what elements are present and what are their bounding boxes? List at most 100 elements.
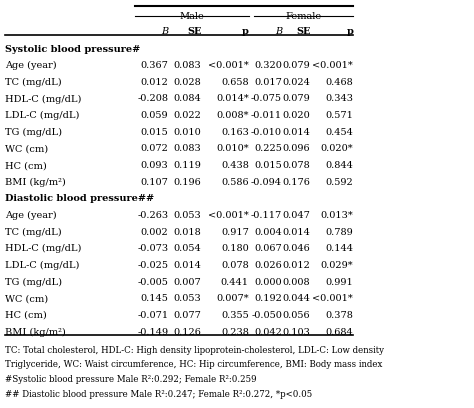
- Text: 0.378: 0.378: [325, 311, 353, 320]
- Text: 0.015: 0.015: [254, 161, 282, 170]
- Text: #Systolic blood pressure Male R²:0.292; Female R²:0.259: #Systolic blood pressure Male R²:0.292; …: [5, 375, 256, 384]
- Text: Age (year): Age (year): [5, 61, 56, 70]
- Text: 0.028: 0.028: [173, 78, 201, 87]
- Text: -0.010: -0.010: [251, 128, 282, 137]
- Text: 0.018: 0.018: [173, 228, 201, 237]
- Text: TG (mg/dL): TG (mg/dL): [5, 277, 62, 287]
- Text: B: B: [275, 27, 282, 36]
- Text: 0.192: 0.192: [254, 294, 282, 303]
- Text: 0.441: 0.441: [221, 277, 249, 286]
- Text: Female: Female: [285, 12, 321, 21]
- Text: HC (cm): HC (cm): [5, 161, 46, 170]
- Text: 0.586: 0.586: [221, 178, 249, 187]
- Text: 0.047: 0.047: [283, 211, 310, 220]
- Text: -0.149: -0.149: [137, 328, 168, 337]
- Text: TC (mg/dL): TC (mg/dL): [5, 228, 61, 237]
- Text: BMI (kg/m²): BMI (kg/m²): [5, 178, 65, 187]
- Text: 0.789: 0.789: [325, 228, 353, 237]
- Text: 0.042: 0.042: [254, 328, 282, 337]
- Text: 0.107: 0.107: [140, 178, 168, 187]
- Text: 0.004: 0.004: [254, 228, 282, 237]
- Text: <0.001*: <0.001*: [208, 61, 249, 70]
- Text: 0.020*: 0.020*: [320, 144, 353, 153]
- Text: HDL-C (mg/dL): HDL-C (mg/dL): [5, 244, 81, 253]
- Text: 0.096: 0.096: [283, 144, 310, 153]
- Text: -0.071: -0.071: [137, 311, 168, 320]
- Text: LDL-C (mg/dL): LDL-C (mg/dL): [5, 261, 79, 270]
- Text: 0.014: 0.014: [283, 128, 310, 137]
- Text: -0.025: -0.025: [137, 261, 168, 270]
- Text: 0.024: 0.024: [283, 78, 310, 87]
- Text: p: p: [242, 27, 249, 36]
- Text: <0.001*: <0.001*: [312, 61, 353, 70]
- Text: 0.176: 0.176: [283, 178, 310, 187]
- Text: 0.017: 0.017: [254, 78, 282, 87]
- Text: 0.008: 0.008: [283, 277, 310, 286]
- Text: SE: SE: [187, 27, 201, 36]
- Text: 0.059: 0.059: [141, 111, 168, 120]
- Text: 0.438: 0.438: [221, 161, 249, 170]
- Text: 0.012: 0.012: [283, 261, 310, 270]
- Text: 0.343: 0.343: [325, 95, 353, 104]
- Text: 0.454: 0.454: [325, 128, 353, 137]
- Text: 0.056: 0.056: [283, 311, 310, 320]
- Text: 0.029*: 0.029*: [320, 261, 353, 270]
- Text: 0.054: 0.054: [173, 244, 201, 253]
- Text: 0.012: 0.012: [140, 78, 168, 87]
- Text: 0.180: 0.180: [221, 244, 249, 253]
- Text: Systolic blood pressure#: Systolic blood pressure#: [5, 44, 140, 53]
- Text: 0.126: 0.126: [173, 328, 201, 337]
- Text: WC (cm): WC (cm): [5, 144, 48, 153]
- Text: Age (year): Age (year): [5, 211, 56, 220]
- Text: 0.014*: 0.014*: [216, 95, 249, 104]
- Text: 0.144: 0.144: [325, 244, 353, 253]
- Text: LDL-C (mg/dL): LDL-C (mg/dL): [5, 111, 79, 120]
- Text: 0.014: 0.014: [173, 261, 201, 270]
- Text: 0.093: 0.093: [140, 161, 168, 170]
- Text: 0.000: 0.000: [255, 277, 282, 286]
- Text: -0.117: -0.117: [251, 211, 282, 220]
- Text: -0.073: -0.073: [137, 244, 168, 253]
- Text: 0.077: 0.077: [173, 311, 201, 320]
- Text: 0.355: 0.355: [221, 311, 249, 320]
- Text: -0.075: -0.075: [251, 95, 282, 104]
- Text: 0.007*: 0.007*: [216, 294, 249, 303]
- Text: 0.163: 0.163: [221, 128, 249, 137]
- Text: 0.917: 0.917: [221, 228, 249, 237]
- Text: 0.083: 0.083: [173, 144, 201, 153]
- Text: 0.008*: 0.008*: [216, 111, 249, 120]
- Text: 0.084: 0.084: [173, 95, 201, 104]
- Text: 0.046: 0.046: [283, 244, 310, 253]
- Text: 0.026: 0.026: [254, 261, 282, 270]
- Text: 0.367: 0.367: [140, 61, 168, 70]
- Text: 0.020: 0.020: [283, 111, 310, 120]
- Text: 0.072: 0.072: [140, 144, 168, 153]
- Text: B: B: [161, 27, 168, 36]
- Text: 0.238: 0.238: [221, 328, 249, 337]
- Text: 0.083: 0.083: [173, 61, 201, 70]
- Text: 0.053: 0.053: [173, 211, 201, 220]
- Text: 0.658: 0.658: [221, 78, 249, 87]
- Text: 0.684: 0.684: [325, 328, 353, 337]
- Text: 0.078: 0.078: [283, 161, 310, 170]
- Text: 0.022: 0.022: [173, 111, 201, 120]
- Text: <0.001*: <0.001*: [208, 211, 249, 220]
- Text: 0.013*: 0.013*: [320, 211, 353, 220]
- Text: -0.005: -0.005: [137, 277, 168, 286]
- Text: 0.007: 0.007: [173, 277, 201, 286]
- Text: 0.079: 0.079: [283, 61, 310, 70]
- Text: TG (mg/dL): TG (mg/dL): [5, 128, 62, 137]
- Text: 0.225: 0.225: [254, 144, 282, 153]
- Text: TC (mg/dL): TC (mg/dL): [5, 78, 61, 87]
- Text: -0.094: -0.094: [251, 178, 282, 187]
- Text: 0.571: 0.571: [325, 111, 353, 120]
- Text: 0.014: 0.014: [283, 228, 310, 237]
- Text: 0.196: 0.196: [173, 178, 201, 187]
- Text: Male: Male: [180, 12, 204, 21]
- Text: 0.991: 0.991: [325, 277, 353, 286]
- Text: 0.145: 0.145: [140, 294, 168, 303]
- Text: p: p: [346, 27, 353, 36]
- Text: 0.079: 0.079: [283, 95, 310, 104]
- Text: 0.067: 0.067: [254, 244, 282, 253]
- Text: 0.053: 0.053: [173, 294, 201, 303]
